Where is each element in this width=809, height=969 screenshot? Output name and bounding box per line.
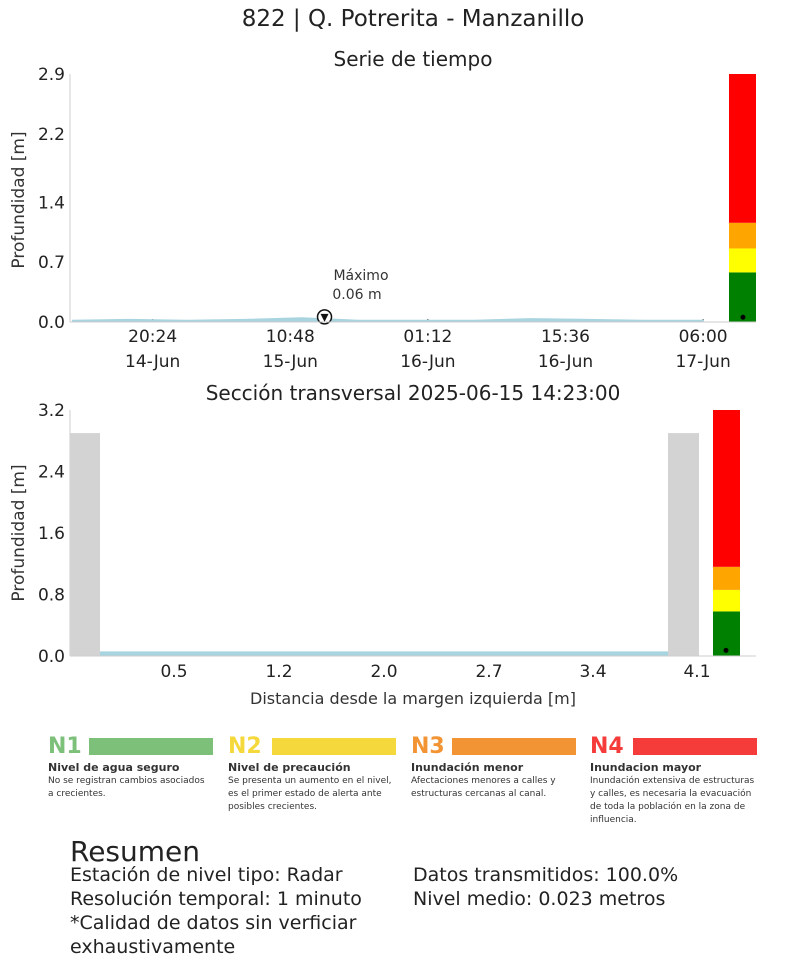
y-tick-label: 3.2 — [38, 401, 65, 421]
depth-series-area — [71, 317, 704, 323]
level-bar-green — [729, 272, 756, 322]
level-description: No se registran cambios asociados a crec… — [48, 776, 205, 799]
x-tick-time: 10:48 — [266, 327, 315, 347]
x-tick-label: 1.2 — [265, 662, 292, 682]
level-name: Inundación menor — [411, 761, 524, 774]
y-axis-label: Profundidad [m] — [9, 131, 29, 268]
data-quality-note-cont: exhaustivamente — [70, 936, 236, 958]
x-tick-label: 4.1 — [683, 662, 710, 682]
x-axis-label: Distancia desde la margen izquierda [m] — [250, 689, 576, 708]
x-tick-label: 2.0 — [370, 662, 397, 682]
level-bar-orange — [729, 222, 756, 249]
water-level-fill — [100, 651, 668, 656]
x-tick-date: 15-Jun — [263, 352, 318, 372]
y-tick-label: 2.9 — [38, 65, 65, 85]
x-tick-date: 16-Jun — [400, 352, 455, 372]
x-tick-time: 15:36 — [541, 327, 590, 347]
data-quality-note: *Calidad de datos sin verficiar — [70, 912, 357, 934]
page-title: 822 | Q. Potrerita - Manzanillo — [241, 6, 585, 32]
x-tick-date: 17-Jun — [675, 352, 730, 372]
level-color-bar — [89, 738, 213, 755]
y-tick-label: 0.7 — [38, 253, 65, 273]
y-tick-label: 1.6 — [38, 524, 65, 544]
temporal-resolution: Resolución temporal: 1 minuto — [70, 888, 362, 910]
level-description: Se presenta un aumento en el nivel, es e… — [228, 776, 392, 812]
level-description: Inundación extensiva de estructuras y ca… — [590, 776, 755, 825]
current-level-dot — [723, 647, 729, 653]
y-tick-label: 2.2 — [38, 125, 65, 145]
y-axis-label: Profundidad [m] — [9, 464, 29, 601]
summary-section: Resumen Estación de nivel tipo: Radar Re… — [70, 835, 770, 958]
max-marker-arrow — [320, 313, 329, 322]
level-color-bar — [272, 738, 396, 755]
level-bar-yellow — [713, 589, 740, 612]
station-type: Estación de nivel tipo: Radar — [70, 864, 343, 886]
level-bar-red — [729, 74, 756, 223]
x-tick-label: 0.5 — [160, 662, 187, 682]
mean-level: Nivel medio: 0.023 metros — [413, 888, 666, 910]
y-tick-label: 0.0 — [38, 647, 65, 667]
level-name: Nivel de precaución — [228, 761, 351, 774]
level-code: N3 — [411, 734, 445, 759]
chart-title: Serie de tiempo — [334, 47, 493, 71]
chart-title: Sección transversal 2025-06-15 14:23:00 — [206, 381, 621, 405]
right-bank-wall — [668, 433, 699, 656]
y-tick-label: 2.4 — [38, 463, 65, 483]
x-tick-time: 06:00 — [679, 327, 728, 347]
summary-left-column: Estación de nivel tipo: Radar Resolución… — [70, 863, 362, 959]
summary-right-column: Datos transmitidos: 100.0% Nivel medio: … — [413, 863, 678, 911]
y-tick-label: 0.8 — [38, 586, 65, 606]
x-tick-label: 3.4 — [579, 662, 606, 682]
x-tick-label: 2.7 — [475, 662, 502, 682]
level-code: N1 — [48, 734, 82, 759]
level-code: N4 — [590, 734, 624, 759]
max-annotation-value: 0.06 m — [332, 287, 381, 303]
alert-level-legend: N1 Nivel de agua seguro No se registran … — [48, 735, 760, 835]
left-bank-wall — [70, 433, 100, 656]
data-transmitted: Datos transmitidos: 100.0% — [413, 864, 679, 886]
x-tick-date: 14-Jun — [125, 352, 180, 372]
time-series-chart: Serie de tiempo Profundidad [m] 0.0 0.7 1.… — [9, 47, 756, 372]
level-code: N2 — [228, 734, 262, 759]
x-tick-time: 01:12 — [403, 327, 452, 347]
level-color-bar — [452, 738, 576, 755]
max-annotation-label: Máximo — [333, 268, 388, 284]
cross-section-chart: Sección transversal 2025-06-15 14:23:00 … — [9, 381, 756, 708]
y-tick-label: 0.0 — [38, 313, 65, 333]
level-bar-orange — [713, 566, 740, 590]
current-level-dot — [740, 314, 746, 320]
x-tick-time: 20:24 — [128, 327, 177, 347]
level-description: Afectaciones menores a calles y estructu… — [411, 776, 556, 799]
level-bar-yellow — [729, 248, 756, 273]
x-tick-date: 16-Jun — [538, 352, 593, 372]
level-name: Inundacion mayor — [590, 761, 702, 774]
level-color-bar — [633, 738, 757, 755]
summary-title: Resumen — [70, 835, 201, 868]
level-bar-red — [713, 410, 740, 567]
level-name: Nivel de agua seguro — [48, 761, 180, 774]
y-tick-label: 1.4 — [38, 193, 65, 213]
